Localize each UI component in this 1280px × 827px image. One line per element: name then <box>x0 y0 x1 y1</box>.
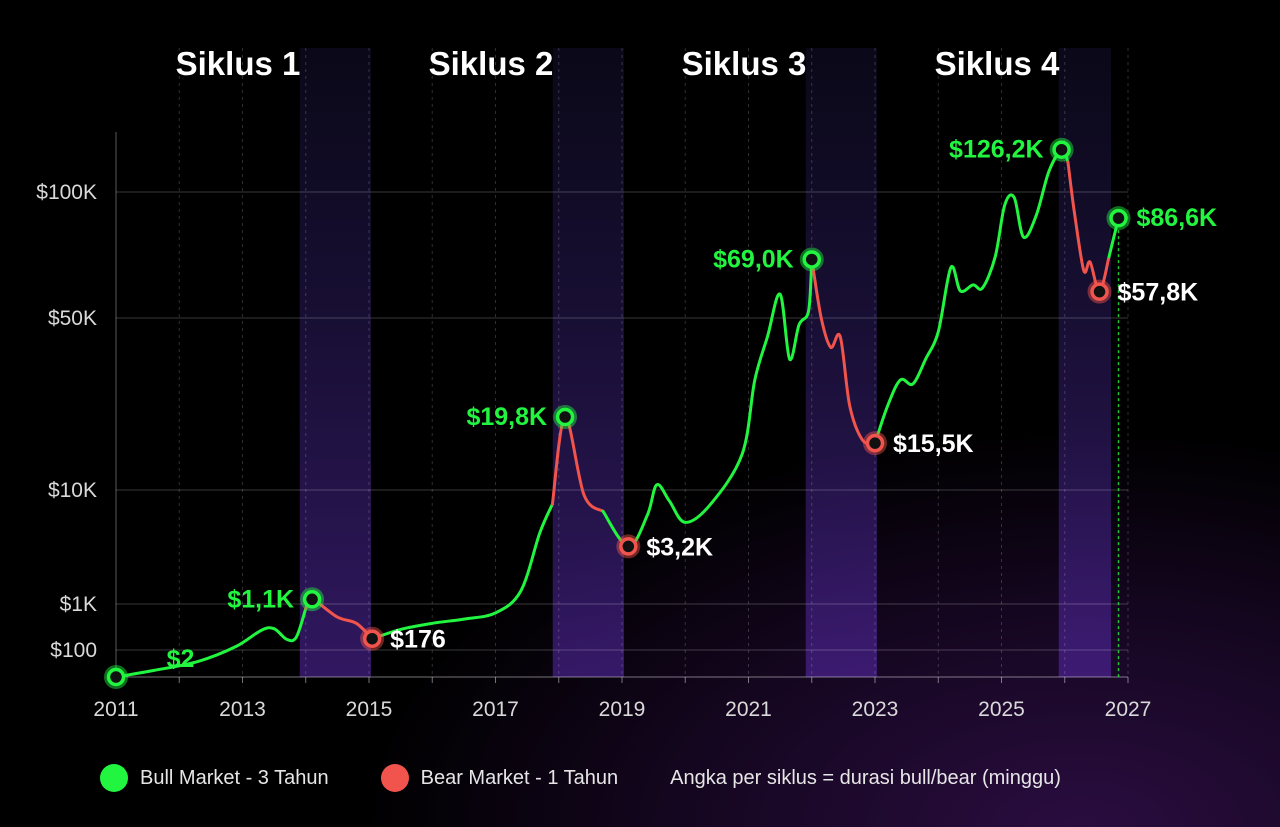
bull-marker <box>553 404 578 429</box>
price-cycle-chart: 2011 2013 2015 2017 2019 2021 2023 2025 2027 $100… <box>36 45 1218 721</box>
bull-segment <box>873 148 1070 445</box>
axes: 2011 2013 2015 2017 2019 2021 2023 2025 2027 $100… <box>36 132 1151 721</box>
price-label: $69,0K <box>713 245 794 273</box>
bull-segment <box>601 258 814 548</box>
x-tick-label: 2017 <box>472 698 519 721</box>
bear-market-bands <box>299 48 1112 677</box>
legend-swatch-bear <box>380 764 409 792</box>
current-marker <box>1106 206 1131 231</box>
bull-marker <box>104 665 128 689</box>
price-label: $1,1K <box>227 585 294 613</box>
marker-dot <box>619 537 638 556</box>
y-tick-label: $100K <box>36 181 97 204</box>
marker-dot <box>302 590 322 609</box>
bear-marker <box>1087 279 1112 304</box>
y-tick-label: $1K <box>60 593 97 616</box>
bear-band-3 <box>805 48 877 677</box>
cycle-label-1: Siklus 1 <box>176 45 301 82</box>
price-label: $57,8K <box>1118 279 1199 307</box>
x-tick-label: 2025 <box>978 698 1025 721</box>
price-label: $176 <box>390 626 446 654</box>
annotation-label: $2 <box>167 645 195 673</box>
y-tick-label: $50K <box>48 307 97 330</box>
cycle-markers <box>104 137 1131 689</box>
bull-marker <box>300 587 325 612</box>
x-tick-label: 2015 <box>346 698 393 721</box>
marker-dot <box>865 433 885 453</box>
y-tick-label: $10K <box>48 479 97 502</box>
x-tick-label: 2011 <box>93 698 138 721</box>
bear-marker <box>863 431 887 456</box>
y-tick-label: $100 <box>50 639 97 662</box>
x-tick-label: 2013 <box>219 698 266 721</box>
cycle-labels: Siklus 1 Siklus 2 Siklus 3 Siklus 4 <box>176 45 1060 82</box>
bear-marker <box>616 534 641 559</box>
cycle-label-2: Siklus 2 <box>429 45 554 82</box>
bull-marker <box>799 247 824 272</box>
legend-item-bull: Bull Market - 3 Tahun <box>100 764 329 792</box>
bear-band-2 <box>552 48 624 677</box>
bear-segment <box>550 415 605 513</box>
x-tick-label: 2027 <box>1105 698 1152 721</box>
bull-segment <box>370 502 554 641</box>
legend-item-bear: Bear Market - 1 Tahun <box>380 764 619 792</box>
price-label: $3,2K <box>646 533 713 561</box>
marker-dot <box>1109 208 1128 228</box>
marker-dot <box>802 250 821 269</box>
x-tick-label: 2019 <box>599 698 646 721</box>
bull-marker <box>1049 137 1074 162</box>
marker-dot <box>555 407 575 427</box>
legend-swatch-bull <box>100 764 128 792</box>
legend: Bull Market - 3 Tahun Bear Market - 1 Ta… <box>100 764 1061 792</box>
bear-band-1 <box>299 48 371 677</box>
x-tick-label: 2021 <box>725 698 772 721</box>
bear-segment <box>810 258 877 446</box>
price-labels: $1,1K $176 $19,8K $3,2K $69,0K $15,5K $126,2K $… <box>167 136 1218 673</box>
marker-dot <box>362 629 382 648</box>
x-tick-label: 2023 <box>852 698 899 721</box>
bull-segment <box>114 607 308 679</box>
gridlines <box>116 48 1129 677</box>
price-label: $126,2K <box>949 136 1044 164</box>
marker-dot <box>1090 282 1109 301</box>
bear-marker <box>360 626 385 651</box>
legend-note: Angka per siklus = durasi bull/bear (min… <box>670 766 1061 789</box>
price-label: $19,8K <box>466 403 547 431</box>
cycle-label-4: Siklus 4 <box>935 45 1060 82</box>
legend-label-bull: Bull Market - 3 Tahun <box>140 766 329 789</box>
price-label: $86,6K <box>1137 204 1218 232</box>
cycle-label-3: Siklus 3 <box>682 45 807 82</box>
legend-label-bear: Bear Market - 1 Tahun <box>420 766 619 789</box>
marker-dot <box>106 667 126 687</box>
price-label: $15,5K <box>893 430 974 458</box>
marker-dot <box>1052 140 1071 159</box>
